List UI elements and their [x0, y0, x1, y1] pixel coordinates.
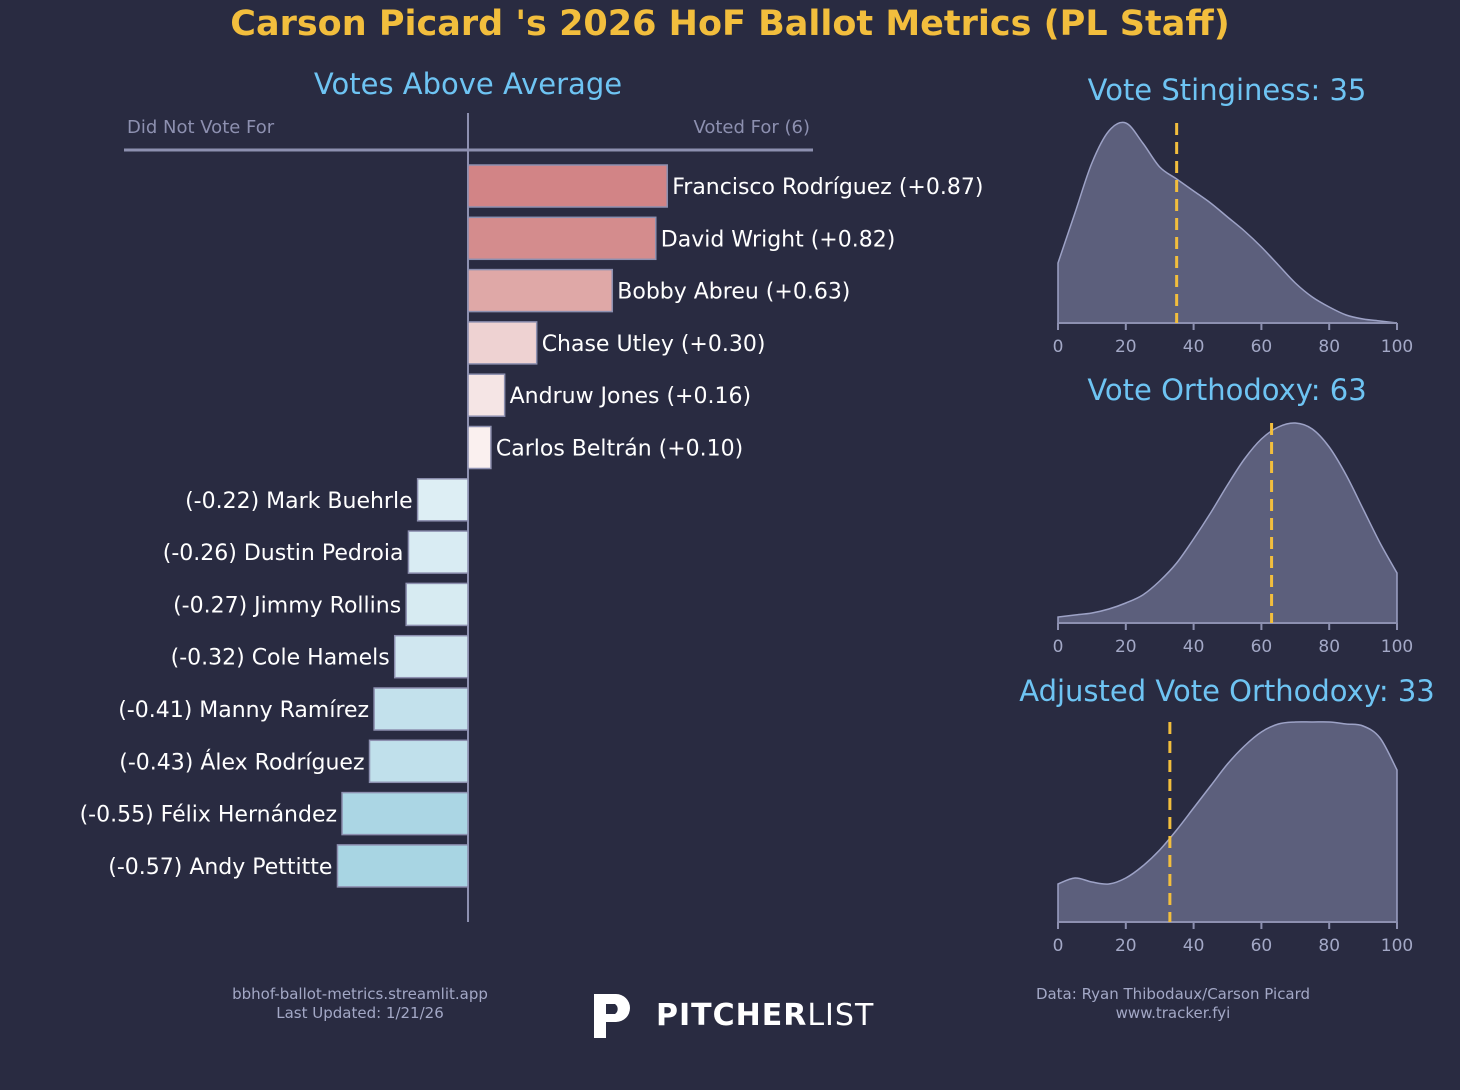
bar-label: Francisco Rodríguez (+0.87): [672, 175, 983, 200]
chart-title: Carson Picard 's 2026 HoF Ballot Metrics…: [230, 4, 1230, 44]
tick-label: 60: [1251, 637, 1273, 657]
bar-andruw-jones: [467, 373, 506, 417]
tick-label: 20: [1115, 337, 1137, 357]
tick-label: 60: [1251, 337, 1273, 357]
tick-label: 100: [1381, 936, 1413, 956]
tick-label: 0: [1053, 337, 1064, 357]
votes-above-average-chart: Votes Above Average Did Not Vote For Vot…: [80, 67, 983, 922]
bar-label: (-0.41) Manny Ramírez: [118, 698, 369, 723]
bar-andy-pettitte: [336, 844, 469, 888]
bar-francisco-rodr-guez: [467, 164, 668, 208]
brand-bold: PITCHER: [656, 998, 808, 1033]
tick-label: 80: [1318, 936, 1340, 956]
bar-label: (-0.27) Jimmy Rollins: [173, 593, 401, 618]
bar-label: (-0.57) Andy Pettitte: [108, 855, 332, 880]
footer-left: bbhof-ballot-metrics.streamlit.app Last …: [200, 985, 520, 1023]
bar-chart-title: Votes Above Average: [314, 67, 622, 101]
bar-mark-buehrle: [416, 478, 469, 522]
bar-label: (-0.32) Cole Hamels: [171, 646, 390, 671]
pitcherlist-p-icon: [594, 994, 630, 1038]
bar-label: Chase Utley (+0.30): [542, 332, 766, 357]
app-link[interactable]: bbhof-ballot-metrics.streamlit.app: [232, 985, 488, 1003]
did-not-vote-label: Did Not Vote For: [127, 117, 275, 138]
tick-label: 20: [1115, 936, 1137, 956]
bar-label: (-0.26) Dustin Pedroia: [163, 541, 404, 566]
density-title: Adjusted Vote Orthodoxy: 33: [1019, 674, 1435, 708]
tick-label: 60: [1251, 936, 1273, 956]
voted-for-label: Voted For (6): [693, 117, 810, 138]
bar-label: David Wright (+0.82): [661, 227, 896, 252]
footer-right: Data: Ryan Thibodaux/Carson Picard www.t…: [1003, 985, 1343, 1023]
tick-label: 100: [1381, 637, 1413, 657]
bar-jimmy-rollins: [405, 582, 469, 627]
bar-label: Carlos Beltrán (+0.10): [496, 437, 743, 462]
bar-label: (-0.55) Félix Hernández: [80, 803, 337, 828]
bar-label: (-0.22) Mark Buehrle: [185, 489, 413, 514]
bar-f-lix-hern-ndez: [341, 791, 469, 836]
bar-dustin-pedroia: [407, 530, 469, 574]
last-updated: Last Updated: 1/21/26: [276, 1004, 444, 1022]
bar-label: Bobby Abreu (+0.63): [617, 280, 850, 305]
pitcherlist-wordmark: PITCHERLIST: [656, 998, 874, 1033]
density-panel-1: Vote Stinginess: 35 0 20 40 60 80 100: [1053, 73, 1414, 357]
brand-light: LIST: [807, 998, 875, 1033]
bar--lex-rodr-guez: [368, 739, 469, 784]
tick-label: 40: [1183, 637, 1205, 657]
bar-chase-utley: [467, 321, 538, 365]
tick-label: 0: [1053, 936, 1064, 956]
bar-label: (-0.43) Álex Rodríguez: [119, 749, 364, 775]
density-area: [1057, 121, 1398, 324]
bar-carlos-beltr-n: [467, 425, 492, 470]
bar-bobby-abreu: [467, 268, 614, 313]
bar-manny-ram-rez: [373, 687, 469, 731]
tick-label: 40: [1183, 337, 1205, 357]
tracker-link[interactable]: www.tracker.fyi: [1115, 1004, 1231, 1022]
tick-label: 80: [1318, 637, 1340, 657]
density-area: [1057, 422, 1398, 624]
tick-label: 0: [1053, 637, 1064, 657]
tick-label: 80: [1318, 337, 1340, 357]
density-title: Vote Orthodoxy: 63: [1087, 373, 1366, 407]
tick-label: 20: [1115, 637, 1137, 657]
bar-cole-hamels: [393, 634, 469, 679]
tick-label: 40: [1183, 936, 1205, 956]
tick-label: 100: [1381, 337, 1413, 357]
density-panel-3: Adjusted Vote Orthodoxy: 33 0 20 40 60 80 100: [1019, 674, 1435, 956]
bar-label: Andruw Jones (+0.16): [510, 384, 751, 409]
data-source: Data: Ryan Thibodaux/Carson Picard: [1035, 985, 1311, 1003]
pitcherlist-logo: PITCHERLIST: [590, 988, 890, 1044]
density-title: Vote Stinginess: 35: [1088, 73, 1367, 107]
bar-david-wright: [467, 216, 657, 261]
density-panel-2: Vote Orthodoxy: 63 0 20 40 60 80 100: [1053, 373, 1414, 657]
density-area: [1057, 721, 1398, 923]
